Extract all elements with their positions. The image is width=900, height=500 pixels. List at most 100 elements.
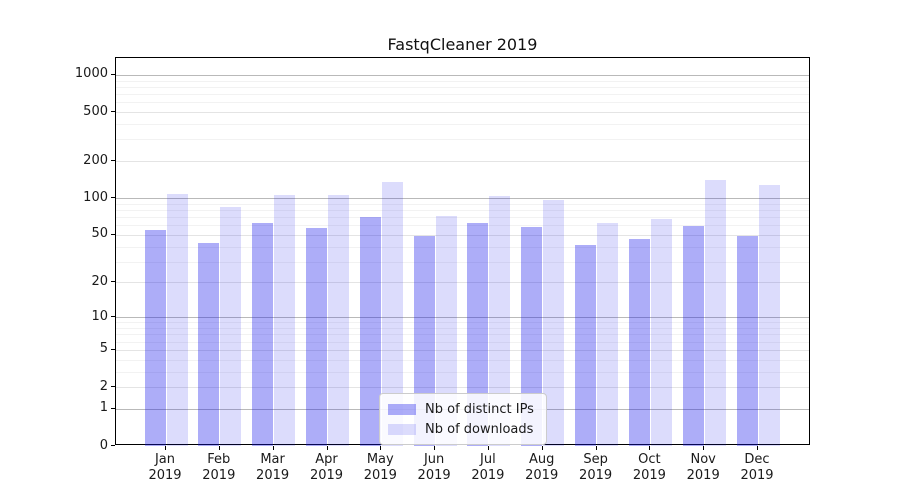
- grid-line-minor-8: [116, 328, 809, 329]
- x-tick-year: 2019: [525, 468, 559, 483]
- y-tick-label-50: 50: [91, 226, 108, 242]
- x-tick-month: Feb: [207, 452, 231, 467]
- chart-title: FastqCleaner 2019: [387, 35, 538, 54]
- x-tick-month: Aug: [528, 452, 555, 467]
- grid-line-minor-300: [116, 139, 809, 141]
- y-tick-mark-5: [111, 348, 115, 350]
- grid-line-200: [116, 161, 809, 163]
- bar-distinct-ips-jan: [144, 229, 166, 446]
- y-tick-mark-1: [111, 407, 115, 409]
- grid-line-minor-9: [116, 322, 809, 324]
- x-tick-label-dec: Dec 2019: [729, 452, 785, 484]
- grid-line-minor-7: [116, 334, 809, 336]
- bar-distinct-ips-aug: [521, 226, 543, 446]
- y-tick-label-1: 1: [99, 400, 108, 416]
- y-tick-label-0: 0: [99, 437, 108, 453]
- legend-label-downloads: Nb of downloads: [425, 421, 534, 437]
- bar-downloads-jan: [166, 193, 188, 446]
- grid-line-minor-900: [116, 80, 809, 82]
- grid-line-minor-3: [116, 371, 809, 373]
- x-tick-year: 2019: [256, 468, 290, 483]
- bar-distinct-ips-may: [359, 217, 381, 446]
- x-tick-mark-aug: [541, 446, 543, 450]
- y-tick-label-1000: 1000: [74, 66, 108, 82]
- grid-line-minor-40: [116, 246, 809, 248]
- y-tick-label-5: 5: [99, 341, 108, 357]
- bar-downloads-sep: [597, 222, 619, 446]
- x-tick-label-mar: Mar 2019: [245, 452, 301, 484]
- y-tick-mark-50: [111, 233, 115, 235]
- x-tick-year: 2019: [363, 468, 397, 483]
- x-tick-label-feb: Feb 2019: [191, 452, 247, 484]
- y-tick-label-10: 10: [91, 308, 108, 324]
- legend-swatch-distinct-ips: [388, 403, 416, 415]
- x-tick-year: 2019: [471, 468, 505, 483]
- legend-row-downloads: Nb of downloads: [388, 419, 534, 439]
- x-tick-mark-sep: [595, 446, 597, 450]
- legend-row-distinct-ips: Nb of distinct IPs: [388, 399, 534, 419]
- grid-line-5: [116, 349, 809, 351]
- x-tick-month: Jul: [480, 452, 496, 467]
- x-tick-year: 2019: [148, 468, 182, 483]
- x-tick-label-aug: Aug 2019: [514, 452, 570, 484]
- bar-distinct-ips-apr: [306, 227, 327, 446]
- grid-line-1000: [116, 74, 809, 76]
- y-tick-mark-500: [111, 111, 115, 112]
- bar-distinct-ips-dec: [736, 235, 758, 446]
- x-tick-mark-apr: [326, 446, 328, 450]
- grid-line-minor-80: [116, 209, 809, 211]
- bar-distinct-ips-feb: [198, 242, 220, 446]
- x-tick-month: Sep: [583, 452, 608, 467]
- x-tick-year: 2019: [632, 468, 666, 483]
- x-tick-year: 2019: [202, 468, 236, 483]
- x-tick-mark-jul: [487, 446, 489, 450]
- bar-distinct-ips-jul: [467, 222, 489, 446]
- grid-line-minor-6: [116, 341, 809, 343]
- grid-line-minor-30: [116, 261, 809, 263]
- x-tick-month: Jan: [154, 452, 176, 467]
- bar-downloads-may: [381, 182, 403, 446]
- x-tick-month: Oct: [638, 452, 661, 467]
- bar-downloads-mar: [274, 194, 296, 446]
- x-tick-month: Apr: [315, 452, 338, 467]
- bar-downloads-feb: [220, 207, 242, 446]
- bar-downloads-oct: [650, 218, 672, 446]
- x-tick-label-sep: Sep 2019: [568, 452, 624, 484]
- x-tick-mark-may: [380, 446, 382, 450]
- grid-line-minor-400: [116, 124, 809, 125]
- x-tick-mark-dec: [757, 446, 758, 450]
- x-tick-mark-jun: [434, 446, 436, 450]
- grid-line-100: [116, 198, 809, 200]
- x-tick-year: 2019: [686, 468, 720, 483]
- x-tick-label-nov: Nov 2019: [675, 452, 731, 484]
- legend: Nb of distinct IPs Nb of downloads: [379, 393, 547, 445]
- grid-line-minor-90: [116, 203, 809, 205]
- x-tick-label-oct: Oct 2019: [621, 452, 677, 484]
- grid-line-2: [116, 387, 809, 388]
- grid-line-10: [116, 317, 809, 319]
- y-tick-mark-2: [111, 386, 115, 387]
- x-tick-month: Dec: [744, 452, 770, 467]
- grid-line-minor-60: [116, 225, 809, 227]
- bar-distinct-ips-mar: [252, 222, 274, 446]
- legend-label-distinct-ips: Nb of distinct IPs: [425, 401, 534, 417]
- y-tick-label-2: 2: [99, 378, 108, 394]
- bar-downloads-aug: [543, 200, 565, 446]
- y-tick-mark-0: [111, 445, 115, 446]
- y-tick-mark-100: [111, 197, 115, 199]
- y-tick-mark-20: [111, 281, 115, 283]
- y-tick-label-500: 500: [83, 103, 108, 119]
- x-tick-label-jul: Jul 2019: [460, 452, 516, 484]
- bar-distinct-ips-sep: [575, 245, 597, 446]
- x-tick-year: 2019: [309, 468, 344, 483]
- grid-line-minor-600: [116, 102, 809, 104]
- x-tick-mark-jan: [165, 446, 166, 450]
- grid-line-minor-700: [116, 94, 809, 95]
- y-tick-mark-200: [111, 160, 115, 162]
- bar-distinct-ips-oct: [628, 239, 650, 446]
- x-tick-label-may: May 2019: [352, 452, 408, 484]
- x-tick-month: Jun: [423, 452, 445, 467]
- bar-downloads-jun: [435, 215, 457, 446]
- plot-area: Nb of distinct IPs Nb of downloads: [115, 57, 810, 446]
